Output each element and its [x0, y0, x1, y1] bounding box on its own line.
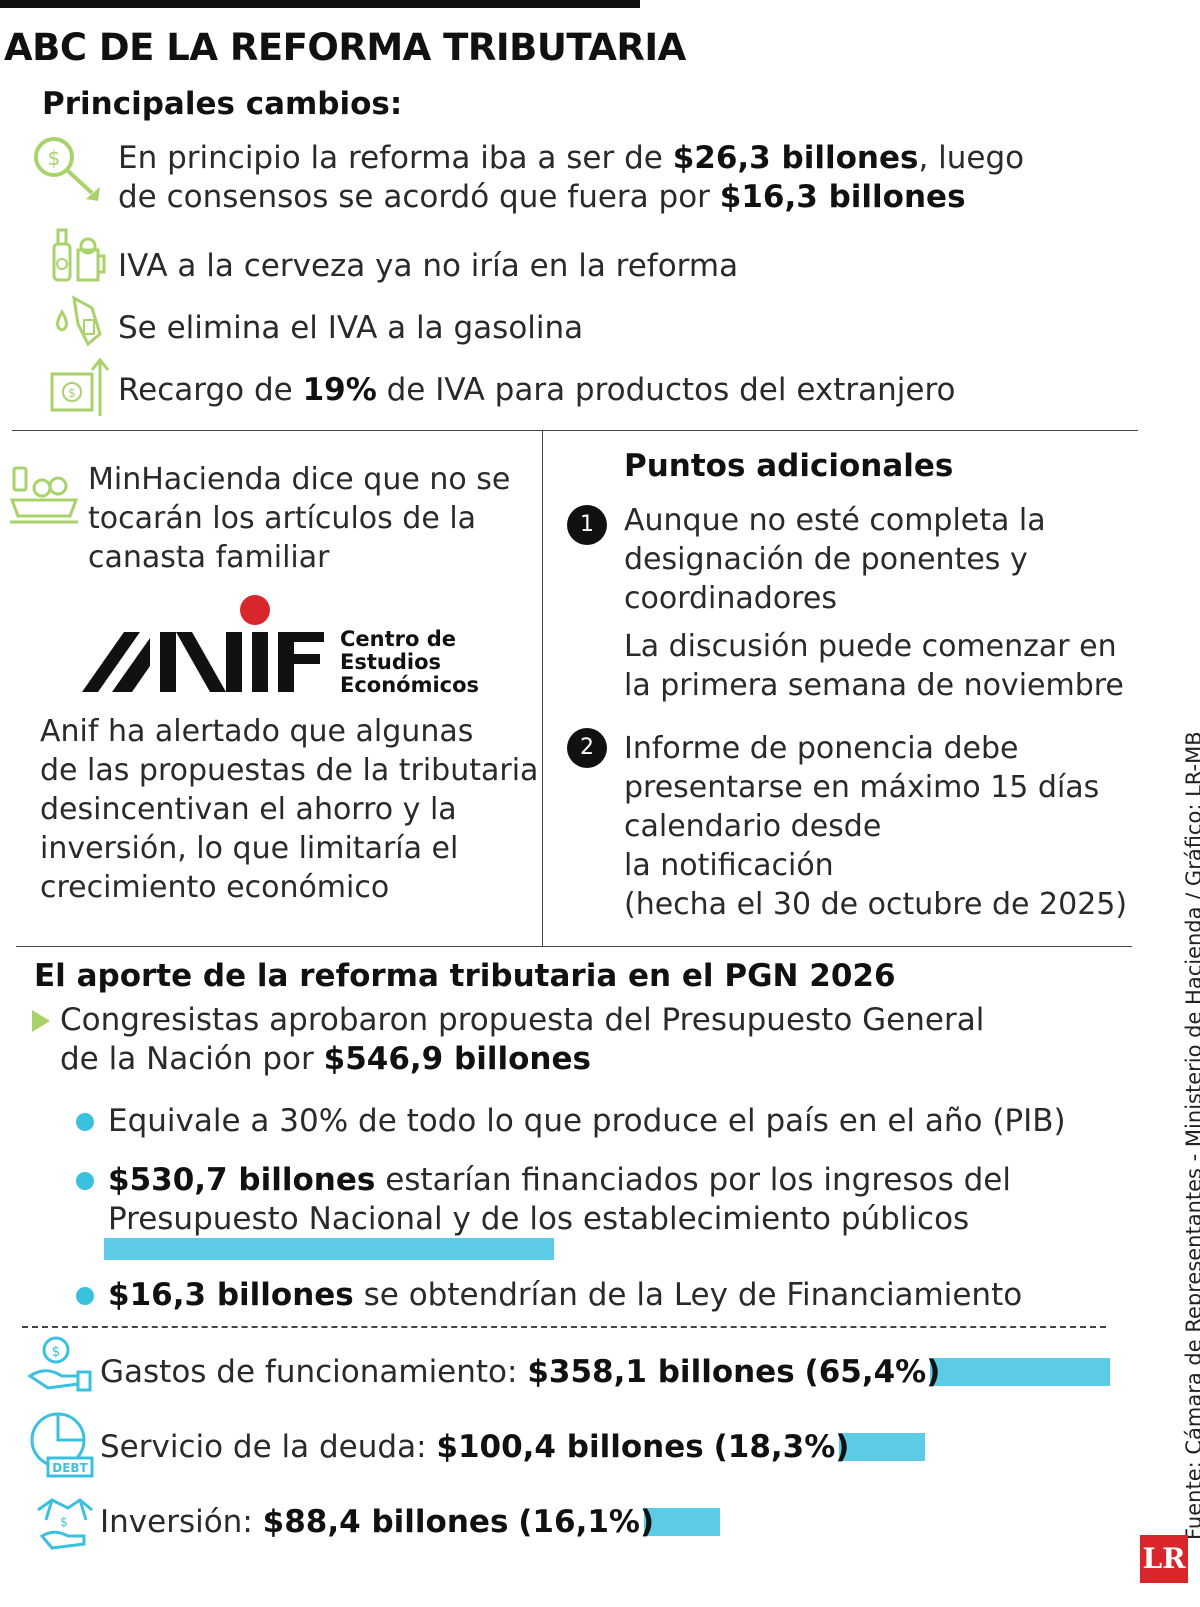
punto2-line2: presentarse en máximo 15 días [624, 770, 1100, 805]
svg-text:$: $ [68, 386, 76, 400]
source-credit: Fuente: Cámara de Representantes - Minis… [1182, 731, 1200, 1540]
anif-logo-text: Centro de Estudios Económicos [340, 628, 479, 697]
pgn-bullet-ingresos-line1: $530,7 billones estarían financiados por… [108, 1162, 1011, 1198]
banknote-up-icon: $ [50, 357, 110, 416]
gasto-bar-deuda [839, 1433, 925, 1461]
item-import-surcharge: Recargo de 19% de IVA para productos del… [118, 372, 956, 408]
bullet-dot [76, 1172, 94, 1190]
beer-icon [52, 228, 106, 282]
anif-text-line3: desincentivan el ahorro y la [40, 792, 457, 827]
pgn-intro-line2: de la Nación por $546,9 billones [60, 1041, 591, 1077]
punto2-line5: (hecha el 30 de octubre de 2025) [624, 887, 1128, 922]
punto1-line3: coordinadores [624, 581, 837, 616]
gasto-row-deuda: Servicio de la deuda: $100,4 billones (1… [100, 1429, 850, 1465]
gasto-bar-inversion [644, 1508, 720, 1536]
divider-top [12, 430, 1138, 431]
puntos-title: Puntos adicionales [624, 448, 954, 484]
number-badge-1: 1 [567, 505, 607, 545]
anif-text-line2: de las propuestas de la tributaria [40, 753, 539, 788]
bullet-dot [76, 1287, 94, 1305]
anif-logo [82, 595, 324, 692]
svg-text:$: $ [52, 1344, 61, 1360]
gasto-row-inversion: Inversión: $88,4 billones (16,1%) [100, 1504, 655, 1540]
pgn-bullet-financiamiento: $16,3 billones se obtendrían de la Ley d… [108, 1277, 1023, 1313]
anif-logo-line: Estudios [340, 650, 441, 674]
bullet-dot [76, 1113, 94, 1131]
item-reform-amount-line1: En principio la reforma iba a ser de $26… [118, 140, 1025, 176]
canasta-line2: tocarán los artículos de la [88, 501, 477, 536]
anif-logo-line: Económicos [340, 673, 480, 697]
handshake-icon: $ [37, 1498, 93, 1550]
number-badge-2: 2 [567, 728, 607, 768]
fuel-nozzle-icon [56, 295, 102, 347]
punto1-line4: La discusión puede comenzar en [624, 629, 1117, 664]
divider-vertical [542, 430, 543, 946]
section-subtitle: Principales cambios: [42, 86, 403, 122]
pgn-title: El aporte de la reforma tributaria en el… [34, 958, 896, 994]
svg-text:$: $ [60, 1515, 68, 1529]
punto1-line5: la primera semana de noviembre [624, 668, 1124, 703]
item-reform-amount-line2: de consensos se acordó que fuera por $16… [118, 179, 966, 215]
pgn-intro-line1: Congresistas aprobaron propuesta del Pre… [60, 1002, 985, 1038]
pgn-bullet-ingresos-line2: Presupuesto Nacional y de los establecim… [108, 1201, 970, 1237]
debt-icon: DEBT [30, 1412, 94, 1478]
anif-text-line5: crecimiento económico [40, 870, 390, 905]
page-title: ABC DE LA REFORMA TRIBUTARIA [4, 26, 686, 69]
gasto-row-funcionamiento: Gastos de funcionamiento: $358,1 billone… [100, 1354, 941, 1390]
hand-coin-icon: $ [27, 1336, 92, 1392]
punto2-line4: la notificación [624, 848, 834, 883]
money-down-icon: $ [34, 137, 100, 201]
pgn-bullet-pib: Equivale a 30% de todo lo que produce el… [108, 1103, 1066, 1139]
canasta-line3: canasta familiar [88, 540, 330, 575]
punto1-line1: Aunque no esté completa la [624, 503, 1046, 538]
item-gasoline-vat: Se elimina el IVA a la gasolina [118, 310, 584, 346]
highlight-bar [104, 1238, 554, 1260]
svg-text:$: $ [48, 146, 61, 170]
grocery-icon [9, 466, 79, 524]
triangle-bullet-icon [32, 1010, 50, 1032]
anif-text-line1: Anif ha alertado que algunas [40, 714, 474, 749]
top-rule [0, 0, 640, 8]
gasto-bar-funcionamiento [930, 1358, 1110, 1386]
divider-middle [16, 946, 1132, 947]
punto2-line3: calendario desde [624, 809, 882, 844]
lr-logo: LR [1140, 1535, 1188, 1583]
anif-text-line4: inversión, lo que limitaría el [40, 831, 459, 866]
canasta-line1: MinHacienda dice que no se [88, 462, 511, 497]
divider-dashed [22, 1326, 1106, 1328]
anif-logo-line: Centro de [340, 627, 457, 651]
punto1-line2: designación de ponentes y [624, 542, 1028, 577]
svg-text:DEBT: DEBT [52, 1461, 88, 1475]
punto2-line1: Informe de ponencia debe [624, 731, 1019, 766]
item-beer-vat: IVA a la cerveza ya no iría en la reform… [118, 248, 739, 284]
